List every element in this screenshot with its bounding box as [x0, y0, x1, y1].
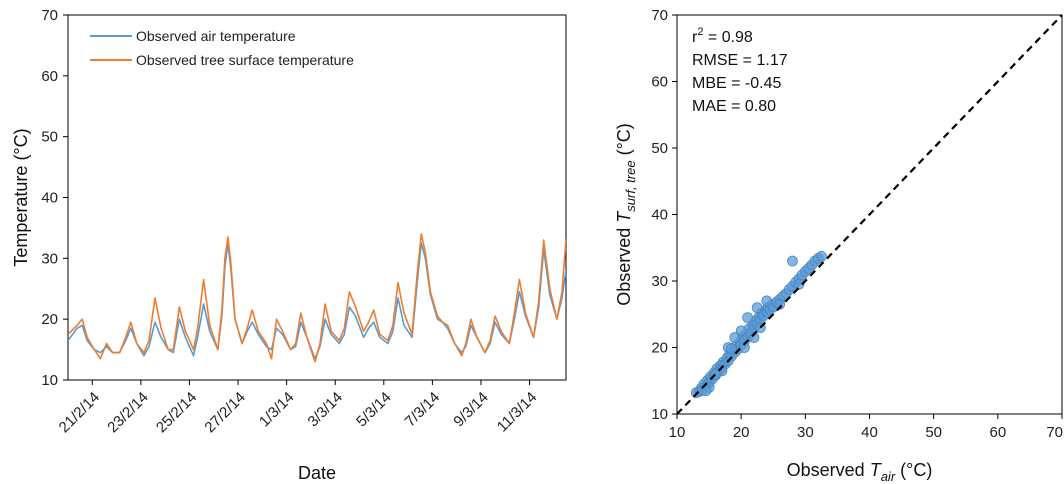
- scatter-point: [729, 332, 741, 343]
- x-tick-label: 50: [925, 424, 942, 441]
- y-tick-label: 70: [41, 7, 58, 24]
- plot-frame: [67, 14, 567, 381]
- x-tick-label: 25/2/14: [153, 389, 200, 436]
- scatter-point: [751, 302, 763, 314]
- scatter-point: [735, 325, 747, 337]
- scatter-point: [726, 343, 737, 355]
- scatter-point: [787, 255, 798, 267]
- x-axis-label: Date: [298, 463, 336, 483]
- time-series-chart: 10 20 30 40 50 60 70 21/2/14 23/2/14 25/2/14 27/2/…: [11, 7, 567, 483]
- y-tick-label: 30: [651, 273, 668, 290]
- y-axis-label: Observed Tsurf, tree (°C): [614, 123, 638, 306]
- series-line-air: [68, 242, 566, 360]
- stat-mae: MAE = 0.80: [692, 98, 776, 115]
- y-tick-label: 40: [41, 190, 58, 207]
- stat-rmse: RMSE = 1.17: [692, 52, 788, 69]
- scatter-point: [748, 332, 760, 343]
- x-tick-label: 7/3/14: [402, 389, 444, 431]
- x-tick-label: 21/2/14: [56, 389, 103, 436]
- identity-line: [676, 14, 1063, 415]
- x-tick-label: 40: [861, 424, 878, 441]
- scatter-point: [742, 312, 753, 324]
- scatter-point: [774, 298, 786, 310]
- y-tick-label: 50: [41, 129, 58, 146]
- y-tick-label: 60: [41, 68, 58, 85]
- x-tick-label: 23/2/14: [104, 389, 151, 436]
- scatter-point: [816, 250, 827, 262]
- legend-label: Observed air temperature: [136, 28, 296, 44]
- x-tick-label: 9/3/14: [450, 389, 492, 431]
- scatter-point: [761, 295, 773, 307]
- x-axis-label: Observed Tair (°C): [787, 460, 933, 484]
- y-tick-label: 30: [41, 250, 58, 267]
- legend-label: Observed tree surface temperature: [136, 52, 354, 68]
- y-tick-label: 20: [41, 311, 58, 328]
- x-tick-label: 27/2/14: [201, 389, 248, 436]
- scatter-chart: 10 20 30 40 50 60 70 10 20 30 40 50 60 70 r2 = 0.98 RMS…: [614, 7, 1063, 484]
- y-axis-label: Temperature (°C): [11, 128, 31, 266]
- x-tick-label: 3/3/14: [305, 389, 347, 431]
- y-tick-label: 10: [41, 372, 58, 389]
- y-tick-label: 20: [651, 340, 668, 357]
- scatter-point: [793, 278, 805, 290]
- x-tick-label: 30: [797, 424, 814, 441]
- x-tick-label: 20: [733, 424, 750, 441]
- y-tick-label: 40: [651, 207, 668, 224]
- x-tick-label: 10: [669, 424, 686, 441]
- series-line-tree: [68, 233, 566, 363]
- x-tick-label: 5/3/14: [353, 389, 395, 431]
- x-tick-label: 11/3/14: [494, 389, 541, 436]
- x-tick-label: 60: [989, 424, 1006, 441]
- x-tick-label: 1/3/14: [256, 389, 298, 431]
- stat-r: r2 = 0.98: [692, 26, 753, 46]
- stat-mbe: MBE = -0.45: [692, 75, 781, 92]
- y-tick-label: 10: [651, 406, 668, 423]
- x-tick-label: 70: [1046, 424, 1063, 441]
- y-tick-label: 70: [651, 7, 668, 24]
- y-tick-label: 60: [651, 74, 668, 91]
- y-tick-label: 50: [651, 140, 668, 157]
- scatter-point: [739, 342, 750, 353]
